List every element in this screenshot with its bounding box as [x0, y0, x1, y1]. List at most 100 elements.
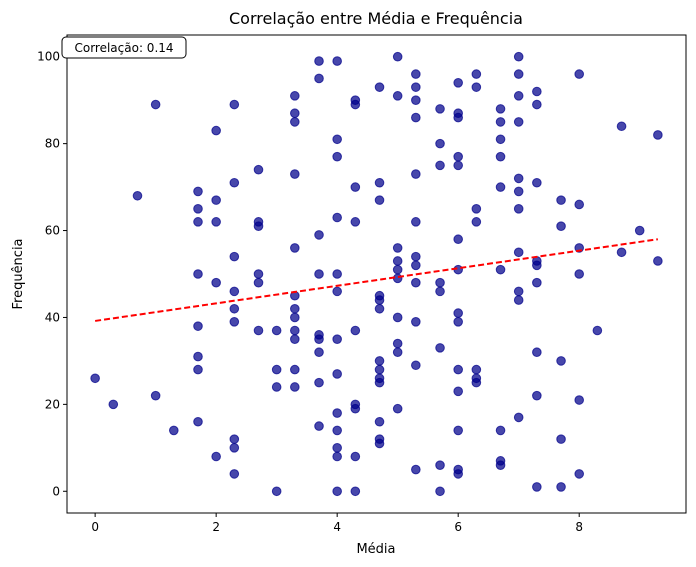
data-point [290, 303, 300, 314]
data-point [392, 403, 403, 414]
data-point [574, 269, 585, 279]
data-point [350, 451, 361, 462]
data-point [513, 295, 524, 305]
data-point [290, 117, 300, 127]
data-point [616, 247, 627, 258]
data-point [350, 486, 361, 497]
trend-line [94, 238, 659, 322]
data-point [374, 364, 385, 375]
data-point [211, 217, 221, 227]
data-point [253, 325, 264, 336]
data-point [453, 386, 463, 397]
data-point [132, 190, 143, 201]
x-tick-label: 4 [333, 520, 341, 534]
data-point [290, 91, 300, 101]
data-point [556, 195, 566, 205]
data-point [229, 286, 240, 297]
data-point [350, 325, 361, 336]
data-point [332, 443, 342, 453]
data-point [193, 351, 203, 362]
data-point [556, 221, 566, 231]
data-point [453, 317, 463, 327]
y-axis-label: Frequência [11, 238, 26, 309]
data-point [435, 286, 445, 297]
data-point [495, 182, 506, 192]
data-point [374, 82, 385, 92]
data-point [229, 469, 240, 479]
data-point [556, 482, 566, 492]
data-point [211, 125, 221, 136]
data-point [435, 486, 445, 497]
data-point [471, 82, 482, 92]
data-point [411, 317, 421, 327]
data-point [290, 108, 300, 119]
data-point [532, 260, 542, 271]
data-point [392, 338, 403, 349]
trend-layer [94, 238, 659, 322]
data-point [314, 347, 324, 358]
data-point [193, 204, 203, 214]
data-point [229, 443, 240, 453]
data-point [411, 260, 421, 271]
data-point [350, 403, 361, 414]
data-point [471, 69, 482, 79]
data-point [211, 195, 221, 205]
y-tick-label: 40 [45, 310, 60, 324]
x-tick-label: 8 [575, 520, 583, 534]
data-point [229, 303, 240, 314]
data-point [495, 104, 506, 114]
data-point [471, 364, 482, 375]
data-point [411, 360, 421, 371]
data-point [411, 217, 421, 227]
data-point [453, 160, 463, 171]
data-point [411, 169, 421, 179]
data-point [392, 347, 403, 358]
data-point [471, 377, 482, 388]
data-point [271, 325, 282, 336]
data-point [271, 382, 282, 392]
data-point [574, 69, 585, 79]
data-point [332, 369, 342, 379]
data-point [374, 438, 385, 449]
data-point [314, 421, 324, 431]
data-point [435, 160, 445, 171]
data-point [471, 217, 482, 227]
data-point [332, 425, 342, 436]
data-point [453, 78, 463, 88]
data-point [290, 169, 300, 179]
data-point [314, 334, 324, 344]
data-point [653, 256, 663, 266]
data-point [513, 204, 524, 214]
y-tick-label: 80 [45, 137, 60, 151]
data-point [253, 221, 264, 231]
points-layer [90, 51, 663, 497]
data-point [574, 395, 585, 405]
annotation-text: Correlação: 0.14 [74, 41, 173, 55]
data-point [532, 177, 542, 188]
data-point [168, 425, 179, 436]
data-point [513, 91, 524, 101]
data-point [513, 186, 524, 197]
data-point [290, 364, 300, 375]
data-point [435, 277, 445, 288]
data-point [374, 195, 385, 205]
data-point [513, 247, 524, 258]
data-point [435, 138, 445, 149]
data-point [211, 277, 221, 288]
data-point [150, 99, 161, 110]
data-point [150, 390, 161, 401]
data-point [332, 151, 342, 162]
data-point [556, 356, 566, 366]
y-tick-label: 60 [45, 224, 60, 238]
data-point [453, 234, 463, 245]
plot-frame [66, 34, 687, 514]
data-point [495, 460, 506, 471]
data-point [453, 364, 463, 375]
data-point [392, 51, 403, 62]
data-point [411, 112, 421, 123]
data-point [411, 464, 421, 475]
data-point [290, 312, 300, 323]
data-point [411, 277, 421, 288]
data-point [435, 104, 445, 114]
data-point [495, 134, 506, 145]
